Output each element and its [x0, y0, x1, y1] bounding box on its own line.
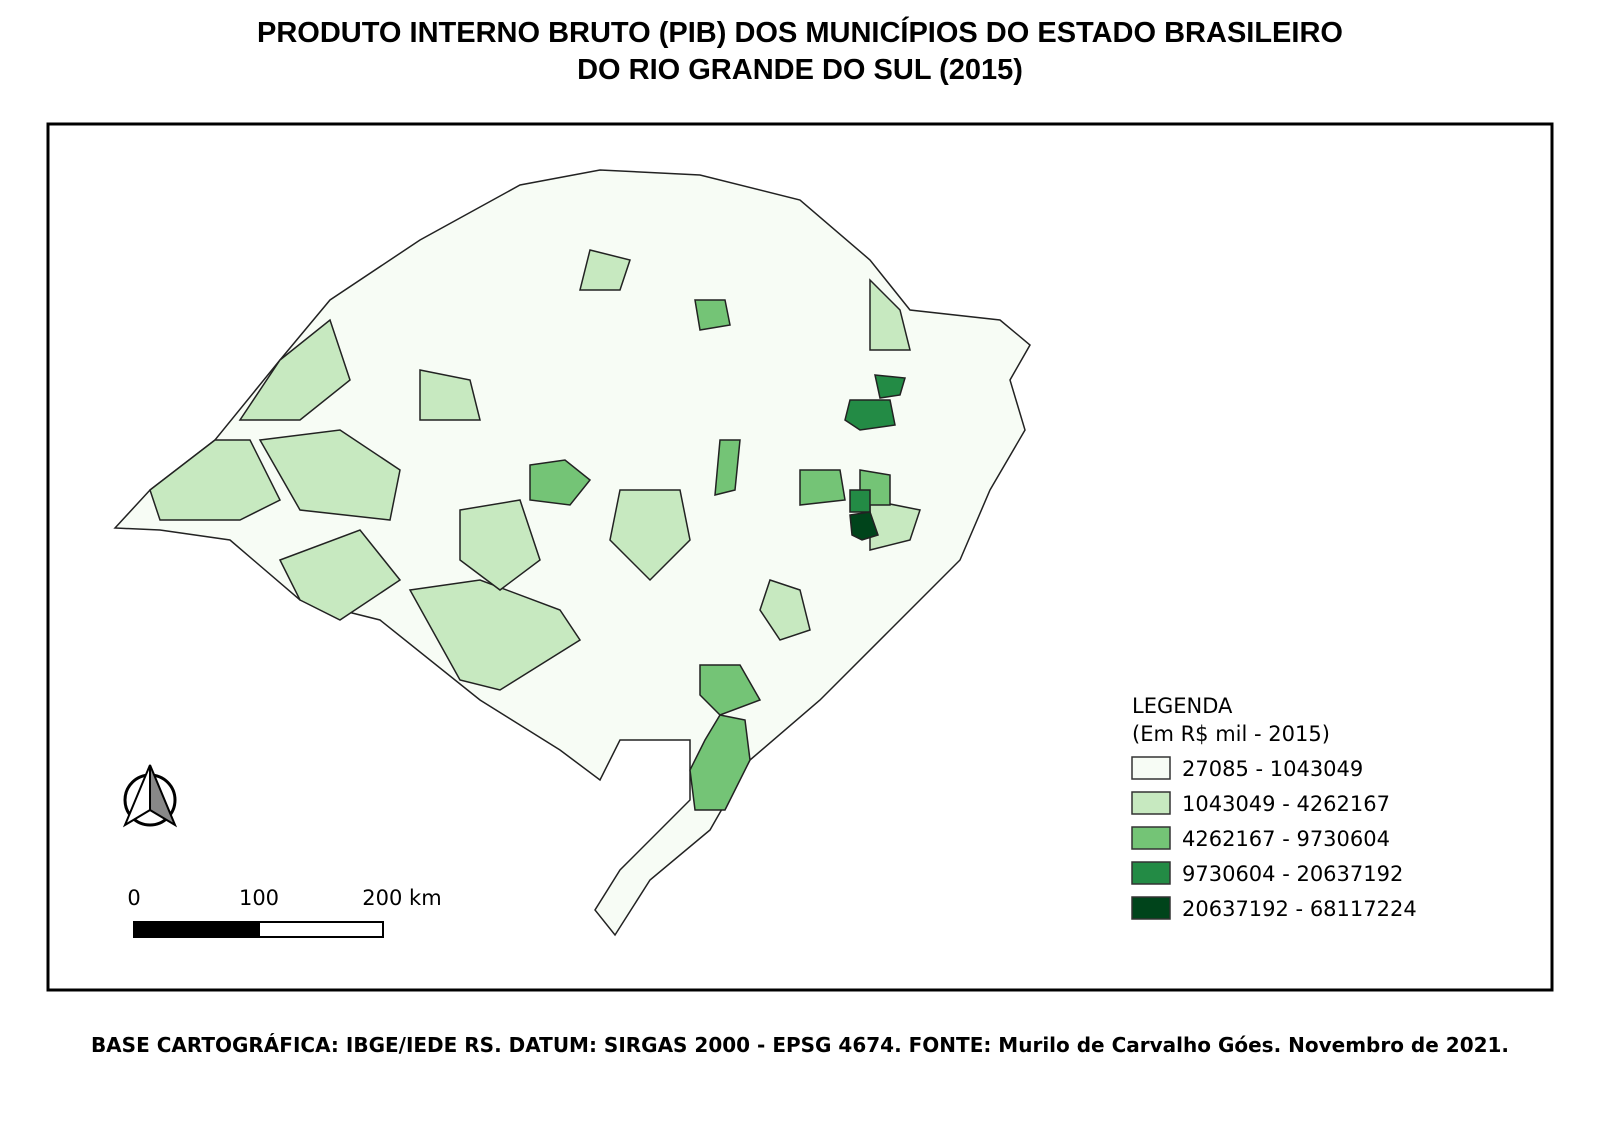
north-arrow — [122, 764, 178, 828]
north-arrow-left — [122, 764, 151, 828]
region — [844, 399, 896, 431]
state-outline — [113, 169, 1031, 937]
legend-title: LEGENDA — [1132, 694, 1233, 718]
region — [149, 439, 282, 521]
region — [699, 664, 762, 716]
region — [278, 529, 402, 621]
map-frame — [46, 122, 1554, 992]
region — [694, 299, 731, 331]
legend-swatch — [1131, 791, 1171, 815]
legend: LEGENDA (Em R$ mil - 2015) 27085 - 10430… — [1131, 694, 1417, 921]
region — [874, 374, 906, 399]
region — [459, 499, 541, 591]
legend-swatch — [1131, 896, 1171, 920]
region — [609, 489, 691, 582]
legend-subtitle: (Em R$ mil - 2015) — [1132, 722, 1330, 746]
legend-label: 27085 - 1043049 — [1182, 757, 1363, 781]
region — [849, 489, 871, 513]
legend-swatch — [1131, 756, 1171, 780]
scale-segment — [258, 921, 384, 938]
state-map — [113, 169, 1031, 937]
region — [869, 278, 911, 351]
scale-label: 0 — [127, 886, 140, 910]
region — [408, 579, 582, 691]
region — [579, 249, 631, 291]
region — [759, 579, 811, 641]
scale-label: 200 km — [362, 886, 441, 910]
region — [849, 511, 879, 541]
region — [714, 439, 741, 496]
region — [419, 369, 481, 421]
north-arrow-right — [149, 764, 178, 828]
legend-swatch — [1131, 861, 1171, 885]
legend-label: 20637192 - 68117224 — [1182, 897, 1417, 921]
title: DO RIO GRANDE DO SUL (2015) — [577, 54, 1023, 86]
region — [529, 459, 592, 506]
region — [799, 469, 846, 506]
footer: BASE CARTOGRÁFICA: IBGE/IEDE RS. DATUM: … — [91, 1033, 1509, 1057]
scale-bar: 0 100 200 km — [127, 886, 442, 938]
region — [258, 429, 401, 521]
legend-label: 9730604 - 20637192 — [1182, 862, 1403, 886]
legend-label: 1043049 - 4262167 — [1182, 792, 1390, 816]
scale-segment — [133, 921, 260, 938]
region — [689, 714, 751, 811]
title: PRODUTO INTERNO BRUTO (PIB) DOS MUNICÍPI… — [257, 15, 1343, 49]
scale-label: 100 — [239, 886, 279, 910]
region — [238, 318, 351, 421]
legend-swatch — [1131, 826, 1171, 850]
legend-label: 4262167 - 9730604 — [1182, 827, 1390, 851]
